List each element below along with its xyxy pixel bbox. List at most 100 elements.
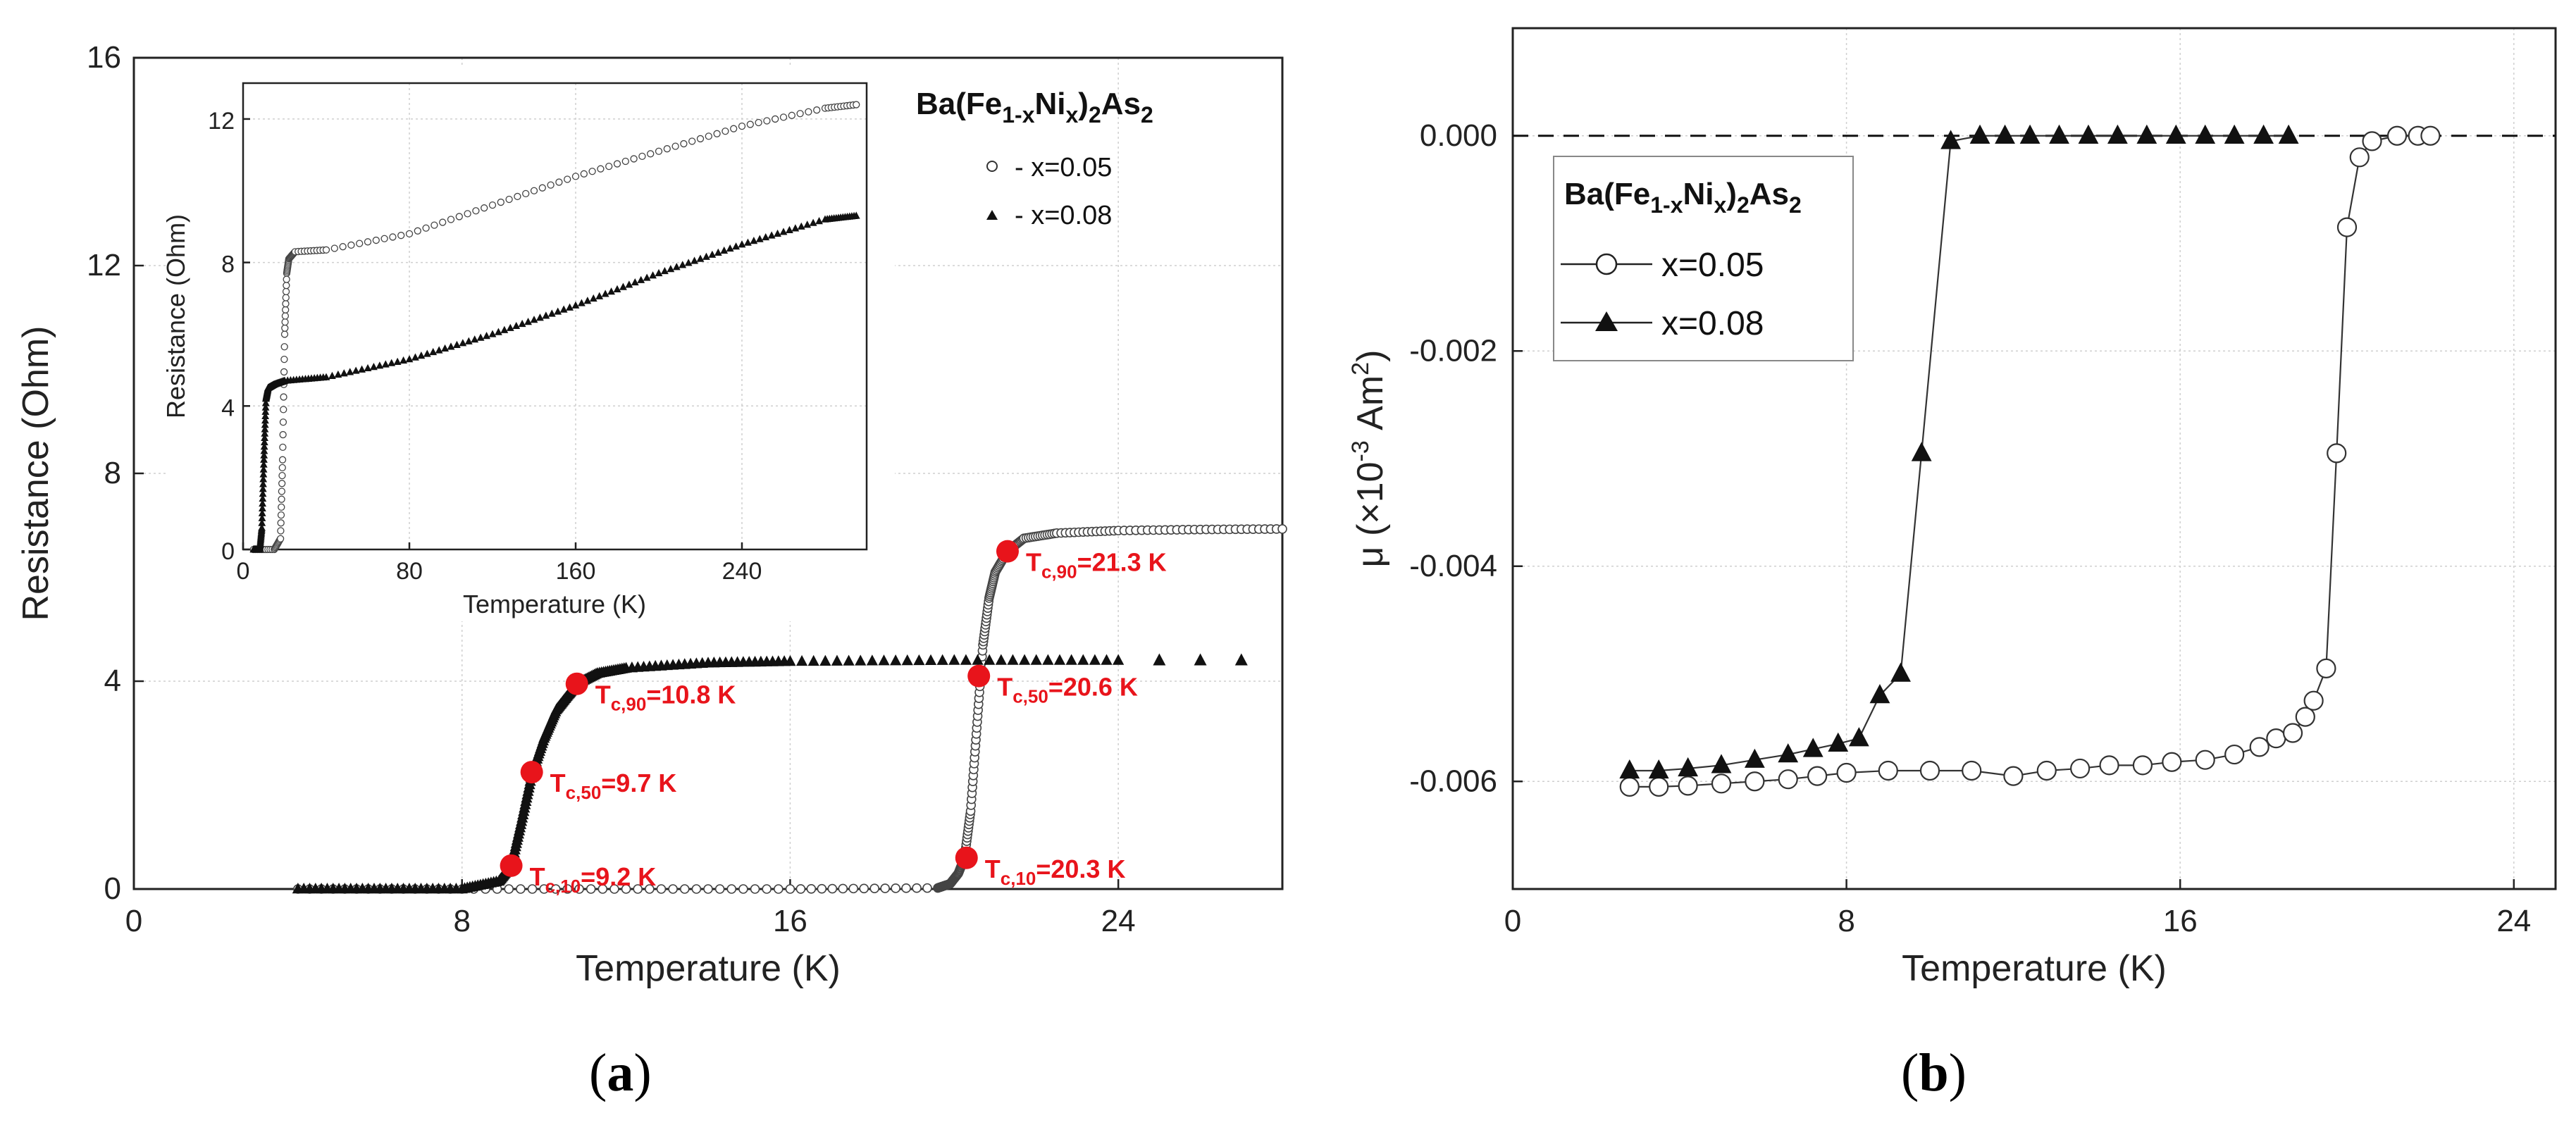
panel-a-point-x005 (633, 884, 643, 894)
inset-point-x008 (453, 340, 461, 348)
panel-a-point-x005 (806, 883, 817, 894)
inset-point-x005 (281, 318, 289, 326)
inset-point-x008 (750, 237, 758, 244)
panel-b-point-x005 (1711, 773, 1732, 794)
panel-a-tc-marker (500, 854, 523, 877)
panel-a-legend-marker-x005 (986, 161, 998, 172)
panel-a-point-x005 (609, 884, 619, 894)
panel-a-point-x008 (984, 654, 996, 665)
panel-a-point-x005 (621, 884, 631, 894)
inset-point-x008 (447, 342, 455, 350)
inset-point-x005 (621, 157, 629, 166)
inset-point-x008 (684, 259, 693, 266)
panel-a-point-x008 (890, 654, 902, 666)
inset-point-x005 (555, 178, 563, 186)
panel-a-point-x008 (936, 654, 948, 665)
inset-point-x005 (481, 204, 488, 212)
inset-point-x008 (334, 370, 342, 378)
inset-point-x005 (278, 456, 287, 464)
panel-b-point-x008 (2049, 124, 2069, 144)
inset-point-x008 (260, 455, 268, 463)
inset-point-x008 (791, 224, 800, 232)
panel-a-tc-label: Tc,90=10.8 K (595, 680, 736, 715)
panel-a-label-close: ) (633, 1043, 652, 1102)
inset-point-x008 (488, 330, 497, 337)
inset-point-x008 (423, 349, 431, 357)
panel-a-point-x005 (645, 884, 655, 894)
inset-point-x008 (261, 421, 269, 428)
inset-point-x008 (661, 266, 669, 275)
inset-point-x005 (772, 115, 779, 123)
panel-a-legend: Ba(Fe1-xNix)2As2 - x=0.05 - x=0.08 (916, 87, 1153, 230)
panel-b-ytick-label: -0.006 (1409, 764, 1497, 798)
panel-b-point-x008 (2253, 124, 2274, 144)
panel-a-point-x008 (1194, 653, 1207, 666)
panel-a-point-x008 (948, 654, 960, 665)
inset-point-x005 (405, 230, 414, 238)
panel-a-xlabel: Temperature (K) (576, 948, 841, 989)
panel-b-point-x005 (1619, 776, 1640, 797)
inset-point-x005 (280, 393, 287, 401)
inset-point-x008 (258, 518, 266, 526)
inset-point-x005 (588, 168, 596, 175)
inset-point-x008 (518, 319, 526, 328)
inset-point-x005 (738, 122, 746, 130)
inset-point-x005 (605, 162, 613, 170)
panel-b-point-x005 (2195, 750, 2215, 770)
panel-a-legend-title: Ba(Fe1-xNix)2As2 (916, 87, 1153, 128)
inset-point-x005 (280, 355, 288, 363)
inset-ytick-label: 12 (208, 108, 235, 135)
panel-a-xtick-label: 24 (1101, 904, 1136, 938)
panel-a-point-x008 (855, 654, 867, 666)
inset-point-x008 (696, 254, 705, 262)
panel-a-point-x005 (703, 884, 713, 894)
inset-point-x008 (536, 313, 544, 321)
panel-a-label-open: ( (589, 1043, 607, 1102)
inset-series-x005 (249, 101, 860, 554)
panel-b-point-x008 (1911, 442, 1932, 461)
panel-a-legend-label-x008: - x=0.08 (1015, 201, 1112, 230)
inset-point-x008 (809, 218, 817, 226)
inset-point-x005 (746, 120, 754, 128)
inset-point-x008 (601, 290, 609, 297)
inset-point-x005 (538, 184, 546, 192)
inset-point-x005 (497, 198, 504, 206)
panel-a-point-x008 (807, 654, 819, 666)
inset-point-x008 (655, 268, 663, 277)
inset-point-x008 (393, 357, 402, 365)
panel-a-legend-marker-x008 (986, 210, 998, 220)
inset-point-x005 (439, 218, 447, 226)
inset-point-x005 (671, 142, 679, 150)
inset-point-x005 (280, 406, 287, 414)
inset-point-x008 (261, 425, 269, 433)
inset-point-x005 (447, 216, 455, 223)
panel-b-point-x005 (2099, 755, 2119, 776)
panel-a-point-x008 (995, 654, 1007, 665)
panel-a-inset: 0 80 160 240 0 4 8 12 Temperature (K) Resistanc… (161, 68, 895, 621)
panel-a-point-x005 (726, 884, 737, 894)
inset-point-x005 (514, 192, 521, 201)
panel-a-point-x005 (539, 884, 549, 894)
panel-a-point-x008 (913, 654, 925, 666)
panel-a-xtick-label: 16 (773, 904, 807, 938)
inset-point-x008 (738, 240, 746, 248)
inset-point-x005 (283, 282, 290, 290)
panel-a-point-x005 (738, 884, 748, 894)
inset-point-x008 (261, 411, 270, 420)
inset-point-x005 (788, 111, 795, 119)
panel-a-point-x008 (878, 654, 890, 666)
inset-point-x008 (625, 280, 633, 288)
panel-a-point-x008 (831, 654, 843, 666)
inset-point-x008 (411, 353, 419, 361)
inset-point-x008 (589, 294, 597, 302)
panel-b-point-x005 (1678, 776, 1698, 796)
inset-point-x008 (512, 321, 521, 330)
panel-a-point-x005 (891, 883, 900, 893)
inset-point-x008 (358, 365, 366, 373)
panel-a-point-x008 (1089, 654, 1101, 665)
panel-b-point-x008 (2278, 124, 2299, 144)
panel-a-point-x005 (785, 884, 795, 894)
panel-b-point-x008 (1869, 684, 1890, 704)
inset-point-x005 (422, 224, 430, 232)
inset-point-x005 (647, 150, 655, 158)
